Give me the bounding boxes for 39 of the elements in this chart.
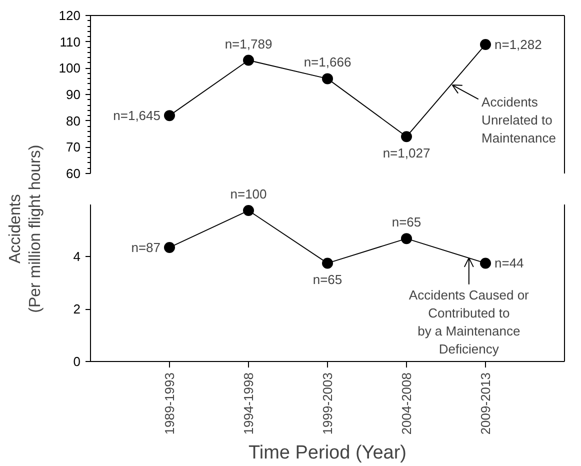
annotation: n=65 <box>392 214 422 230</box>
y-tick-label: 0 <box>73 354 81 369</box>
x-tick-label: 1989-1993 <box>162 372 177 435</box>
x-tick-label: 1994-1998 <box>241 372 256 435</box>
y-tick-label: 120 <box>58 8 81 23</box>
y-tick-label: 2 <box>73 302 81 317</box>
annotation: Accidents Caused or Contributed to by a Maintenance Deficiency <box>408 288 530 357</box>
point <box>401 131 412 142</box>
point <box>322 258 333 269</box>
point <box>164 242 175 253</box>
point <box>164 110 175 122</box>
annotation: n=1,666 <box>304 54 352 70</box>
point <box>322 73 333 84</box>
annotation: n=1,027 <box>382 146 430 161</box>
y-axis-title: Accidents (Per million flight hours) <box>6 144 44 313</box>
y-tick-label: 90 <box>66 87 81 102</box>
x-axis-title: Time Period (Year) <box>248 442 407 464</box>
y-tick-label: 110 <box>60 34 81 50</box>
x-tick-label: 2004-2008 <box>399 372 414 435</box>
annotation: n=87 <box>131 240 161 255</box>
point <box>243 205 254 216</box>
y-tick-label: 80 <box>66 113 81 128</box>
annotation: Accidents Unrelated to Maintenance <box>482 94 556 146</box>
annotation: n=1,282 <box>494 36 542 52</box>
annotation: n=1,789 <box>224 36 272 52</box>
annotation: n=65 <box>312 272 342 288</box>
annotation: n=44 <box>494 256 524 271</box>
point <box>480 258 491 269</box>
y-tick-label: 100 <box>58 60 81 76</box>
point <box>401 233 412 244</box>
point <box>480 38 491 50</box>
y-tick-label: 70 <box>66 140 81 155</box>
text: n=100 <box>230 186 267 202</box>
x-tick-label: 1999-2003 <box>320 372 335 435</box>
annotation: n=1,645 <box>113 108 161 124</box>
y-tick-label: 4 <box>73 249 81 264</box>
y-tick-label: 60 <box>66 166 81 181</box>
x-tick-label: 2009-2013 <box>478 372 493 435</box>
point <box>243 54 254 66</box>
